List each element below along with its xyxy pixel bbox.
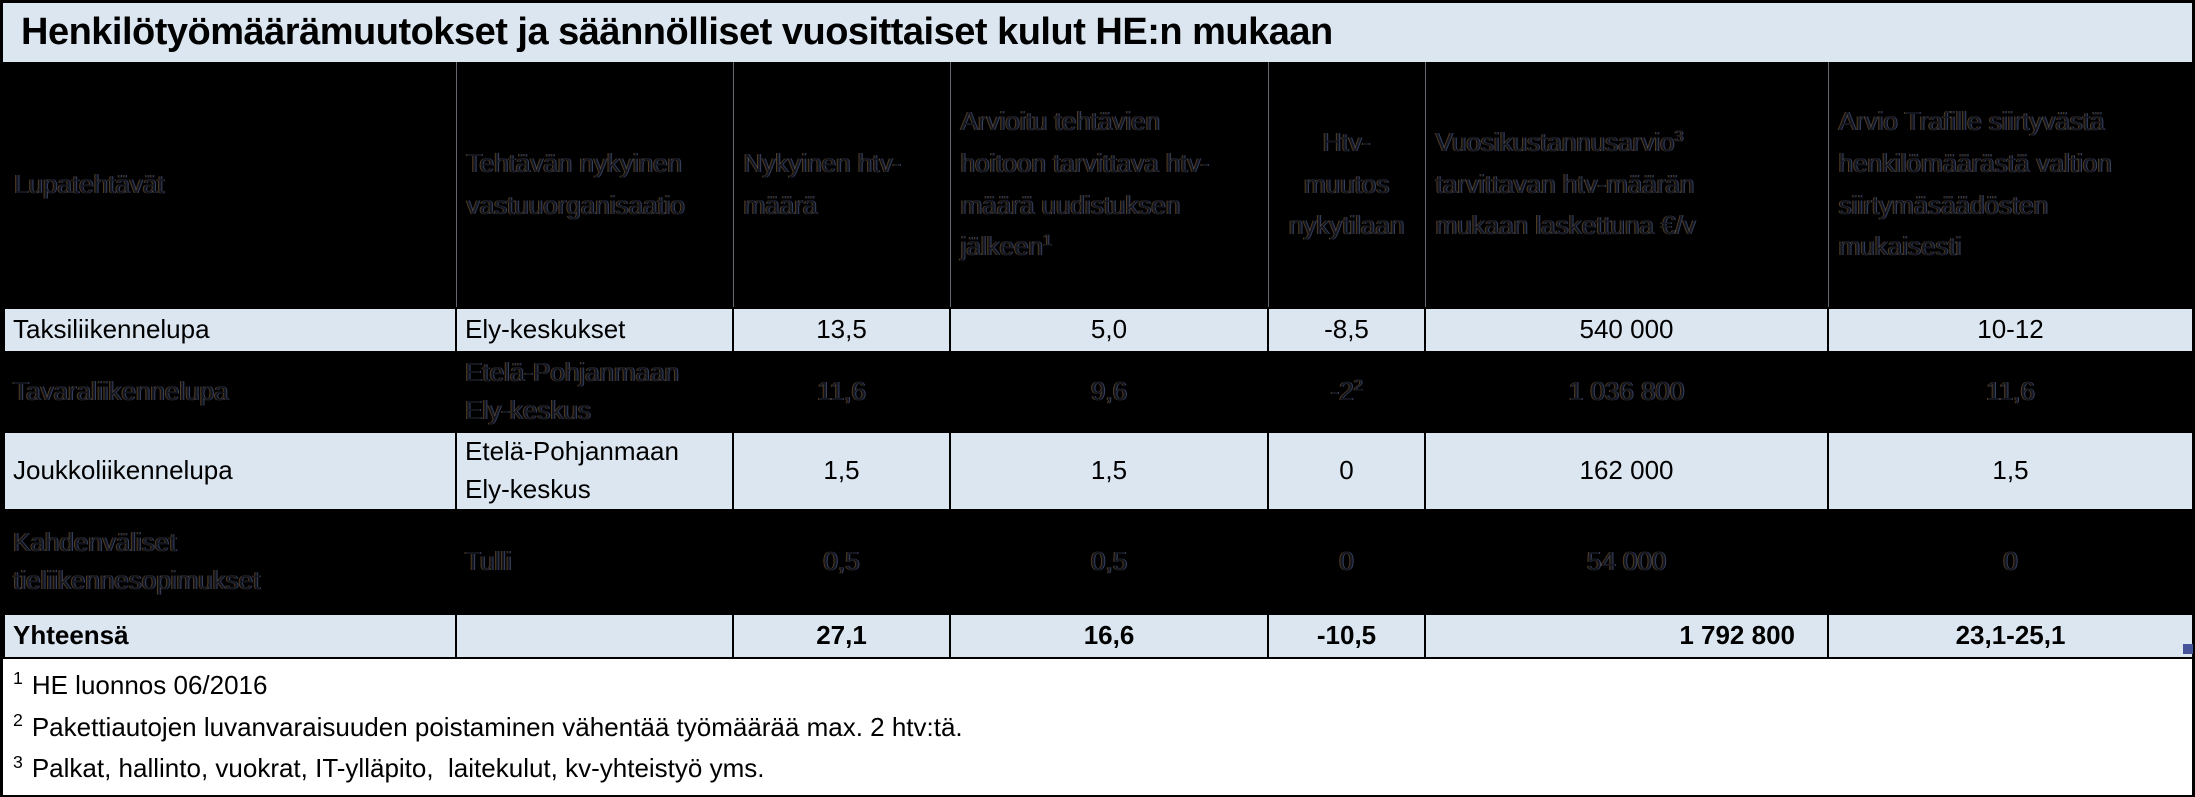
cell-annual-cost: 162 000 [1424, 431, 1829, 511]
footnote-text: HE luonnos 06/2016 [31, 669, 268, 700]
cell-transfer: 10-12 [1827, 307, 2194, 353]
data-table: Lupatehtävät Tehtävän nykyinen vastuuorg… [3, 62, 2194, 659]
column-header-lupatehtavat: Lupatehtävät [4, 62, 457, 308]
table-row-total: Yhteensä 27,1 16,6 -10,5 1 792 800 23,1-… [3, 613, 2194, 659]
cell-current-htv: 0,5 [732, 509, 951, 615]
cell-transfer: 1,5 [1827, 431, 2194, 511]
cell-transfer: 11,6 [1827, 351, 2194, 433]
table-row-taksiliikennelupa: Taksiliikennelupa Ely-keskukset 13,5 5,0… [3, 307, 2194, 353]
cell-task: Joukkoliikennelupa [3, 431, 457, 511]
cell-org: Etelä-Pohjanmaan Ely-keskus [455, 351, 734, 433]
cell-annual-cost: 1 792 800 [1424, 613, 1829, 659]
cell-needed-htv: 5,0 [949, 307, 1269, 353]
cell-current-htv: 11,6 [732, 351, 951, 433]
cell-task: Tavaraliikennelupa [3, 351, 457, 433]
cell-needed-htv: 9,6 [949, 351, 1269, 433]
cell-transfer: 0 [1827, 509, 2194, 615]
column-header-nykyinen-htv: Nykyinen htv- määrä [733, 62, 951, 308]
column-header-arvioitu-htv: Arvioitu tehtävien hoitoon tarvittava ht… [950, 62, 1269, 308]
footnote: 2 Pakettiautojen luvanvaraisuuden poistam… [13, 709, 2192, 743]
cell-task: Taksiliikennelupa [3, 307, 457, 353]
cell-org: Etelä-Pohjanmaan Ely-keskus [455, 431, 734, 511]
footnote-text: Palkat, hallinto, vuokrat, IT-ylläpito, … [31, 753, 765, 784]
cell-current-htv: 27,1 [732, 613, 951, 659]
table-title-bar: Henkilötyömäärämuutokset ja säännölliset… [3, 3, 2192, 62]
footnote: 3 Palkat, hallinto, vuokrat, IT-ylläpito,… [13, 753, 2192, 784]
cell-needed-htv: 16,6 [949, 613, 1269, 659]
cell-needed-htv: 0,5 [949, 509, 1269, 615]
footnotes-section: 1 HE luonnos 06/2016 2 Pakettiautojen luva… [3, 659, 2192, 795]
cell-total-label: Yhteensä [3, 613, 457, 659]
column-header-vastuuorganisaatio: Tehtävän nykyinen vastuuorganisaatio [456, 62, 734, 308]
table-row-kahdenvaliset: Kahdenväliset tieliikennesopimukset Tull… [3, 509, 2194, 615]
table-row-tavaraliikennelupa: Tavaraliikennelupa Etelä-Pohjanmaan Ely-… [3, 351, 2194, 433]
cell-needed-htv: 1,5 [949, 431, 1269, 511]
cell-annual-cost: 54 000 [1424, 509, 1829, 615]
footnote-marker: 2 [13, 709, 23, 730]
cell-org: Ely-keskukset [455, 307, 734, 353]
cell-annual-cost: 1 036 800 [1424, 351, 1829, 433]
cell-htv-change: 0 [1267, 431, 1426, 511]
cell-transfer: 23,1-25,1 [1827, 613, 2194, 659]
cell-htv-change: -22 [1267, 351, 1426, 433]
column-header-htv-muutos: Htv- muutos nykytilaan [1268, 62, 1426, 308]
cell-htv-change: -8,5 [1267, 307, 1426, 353]
header-row: Lupatehtävät Tehtävän nykyinen vastuuorg… [4, 62, 2193, 308]
footnote-text: Pakettiautojen luvanvaraisuuden poistami… [31, 711, 963, 742]
footnote-marker: 3 [13, 751, 23, 772]
table-row-joukkoliikennelupa: Joukkoliikennelupa Etelä-Pohjanmaan Ely-… [3, 431, 2194, 511]
cell-task: Kahdenväliset tieliikennesopimukset [3, 509, 457, 615]
cell-annual-cost: 540 000 [1424, 307, 1829, 353]
selection-handle [2183, 644, 2193, 654]
column-header-arvio-trafille: Arvio Trafille siirtyvästä henkilömääräs… [1828, 62, 2193, 308]
footnote: 1 HE luonnos 06/2016 [13, 668, 2192, 701]
cell-org [455, 613, 734, 659]
cell-htv-change: -10,5 [1267, 613, 1426, 659]
cell-current-htv: 13,5 [732, 307, 951, 353]
page-title: Henkilötyömäärämuutokset ja säännölliset… [21, 11, 1333, 53]
footnote-marker: 1 [13, 668, 23, 689]
cell-current-htv: 1,5 [732, 431, 951, 511]
cell-org: Tulli [455, 509, 734, 615]
column-header-vuosikustannusarvio: Vuosikustannusarvio3 tarvittavan htv-mää… [1425, 62, 1829, 308]
cell-htv-change: 0 [1267, 509, 1426, 615]
